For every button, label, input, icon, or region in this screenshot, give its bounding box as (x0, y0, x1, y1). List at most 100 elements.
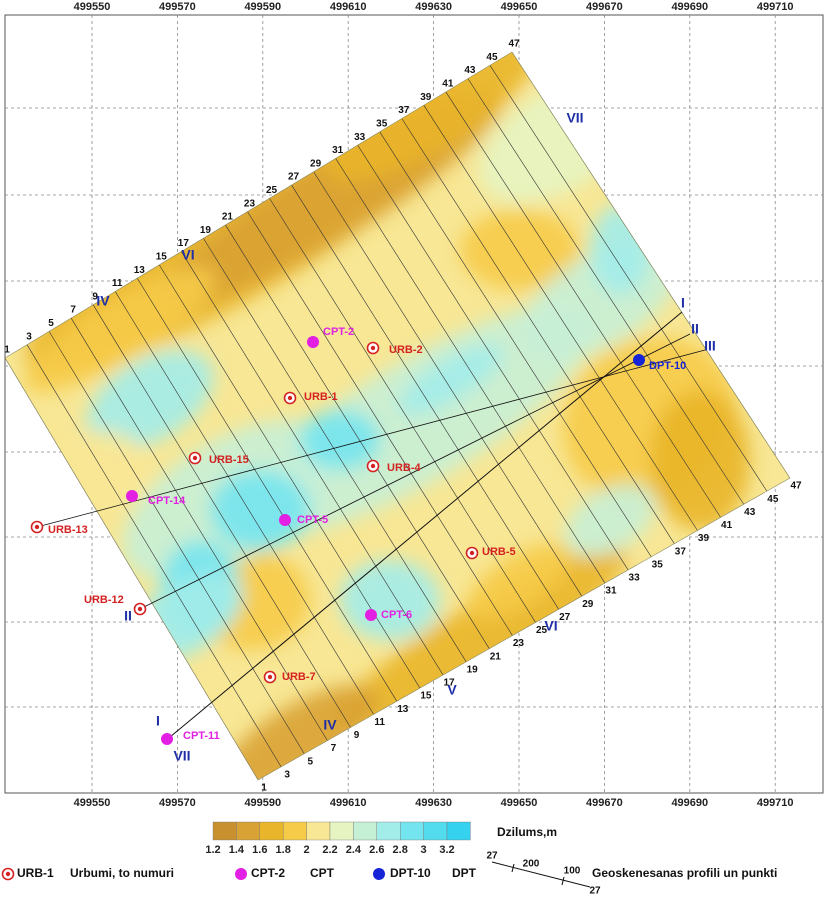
profile-line (48, 331, 305, 754)
borehole-marker-core (34, 524, 40, 530)
colorbar-label: 1.8 (276, 844, 291, 856)
x-tick-label: 499710 (757, 797, 794, 809)
x-tick-label: 499570 (159, 797, 196, 809)
depth-zone (333, 547, 627, 733)
legend-symbol: DPT-10 (390, 866, 431, 880)
profile-line (269, 198, 536, 623)
borehole-marker-core (5, 871, 11, 877)
legend-profile-number: 27 (589, 886, 601, 897)
colorbar-swatch (446, 821, 471, 841)
colorbar-label: 1.4 (229, 844, 245, 856)
profile-line (70, 317, 328, 741)
colorbar-swatch (259, 821, 284, 841)
depth-zone (300, 410, 380, 470)
colorbar-label: 3.2 (439, 844, 454, 856)
profile-number: 23 (513, 638, 525, 649)
x-tick-label: 499610 (330, 797, 367, 809)
depth-zone (325, 52, 535, 181)
depth-zone (220, 684, 380, 780)
depth-blobs (24, 52, 750, 780)
point-label: URB-1 (304, 391, 338, 403)
profile-number: 17 (178, 238, 190, 249)
depth-zone (650, 390, 750, 530)
profile-number: 43 (464, 65, 476, 76)
borehole-marker-core (370, 345, 376, 351)
profile-number: 45 (767, 494, 779, 505)
profile-number: 27 (559, 612, 571, 623)
profile-number: 43 (744, 507, 756, 518)
profile-number: 13 (397, 704, 409, 715)
profile-number: 17 (443, 678, 455, 689)
colorbar-swatch (236, 821, 260, 841)
point-label: URB-7 (282, 671, 316, 683)
profile-number: 11 (112, 278, 123, 289)
main-profile (139, 333, 691, 610)
profile-number: 41 (721, 520, 733, 531)
colorbar-label: 2.8 (393, 844, 408, 856)
colorbar-label: 2.2 (322, 844, 337, 856)
overlay: 1133557799111113131515171719192121232325… (4, 39, 802, 794)
profile-lines (5, 52, 790, 780)
surface-outline (4, 51, 791, 781)
x-tick-label: 499610 (330, 1, 367, 13)
profile-line (445, 91, 721, 518)
profile-number: 13 (134, 265, 146, 276)
x-tick-label: 499650 (501, 1, 538, 13)
legend-text: Urbumi, to numuri (70, 866, 174, 880)
profile-number: 29 (582, 599, 594, 610)
main-profile (169, 311, 683, 738)
profile-number: 19 (200, 225, 212, 236)
point-label: CPT-5 (297, 514, 328, 526)
cpt-marker (161, 733, 173, 745)
depth-zone (86, 350, 214, 450)
borehole-marker-core (287, 395, 293, 401)
legend-text: DPT (452, 866, 477, 880)
profile-line (335, 158, 606, 584)
colorbar-swatch (353, 821, 377, 841)
profile-number: 37 (675, 546, 687, 557)
profile-number: 9 (354, 730, 360, 741)
profile-name: VI (544, 618, 557, 634)
profile-line (137, 278, 398, 702)
profile-number: 27 (288, 172, 300, 183)
map-frame (4, 14, 824, 794)
cpt-marker (279, 514, 291, 526)
point-label: URB-12 (84, 594, 124, 606)
colorbar-label: 1.6 (252, 844, 267, 856)
profile-number: 15 (156, 252, 168, 263)
x-tick-label: 499670 (586, 1, 623, 13)
profile-number: 7 (70, 305, 76, 316)
profile-number: 31 (605, 586, 617, 597)
profile-name: IV (323, 717, 337, 733)
legend-symbol: CPT-2 (251, 866, 285, 880)
colorbar-label: 3 (421, 844, 427, 856)
profile-number: 3 (26, 331, 32, 342)
x-tick-label: 499590 (244, 1, 281, 13)
profile-number: 33 (354, 132, 366, 143)
profile-line (379, 131, 652, 557)
legend-profile-tick (511, 863, 515, 873)
profile-line (181, 251, 444, 676)
profile-number: 5 (48, 318, 54, 329)
depth-zone (564, 483, 656, 557)
profile-number: 35 (652, 559, 664, 570)
borehole-marker-core (267, 674, 273, 680)
point-label: URB-4 (387, 462, 421, 474)
profile-line (26, 344, 282, 768)
profile-name: I (156, 713, 160, 729)
x-tick-label: 499570 (159, 1, 196, 13)
x-tick-label: 499590 (244, 797, 281, 809)
profile-line (291, 184, 559, 610)
profile-number: 25 (266, 185, 278, 196)
profile-number: 11 (374, 717, 385, 728)
point-label: CPT-11 (183, 730, 220, 742)
profile-line (225, 224, 490, 649)
profile-number: 25 (536, 625, 548, 636)
profile-name: VI (181, 247, 194, 263)
profile-line (92, 304, 351, 728)
point-label: URB-2 (389, 344, 423, 356)
profile-name: II (124, 608, 132, 624)
depth-zone (24, 267, 216, 393)
point-label: CPT-2 (323, 326, 354, 338)
profile-number: 1 (4, 345, 10, 356)
